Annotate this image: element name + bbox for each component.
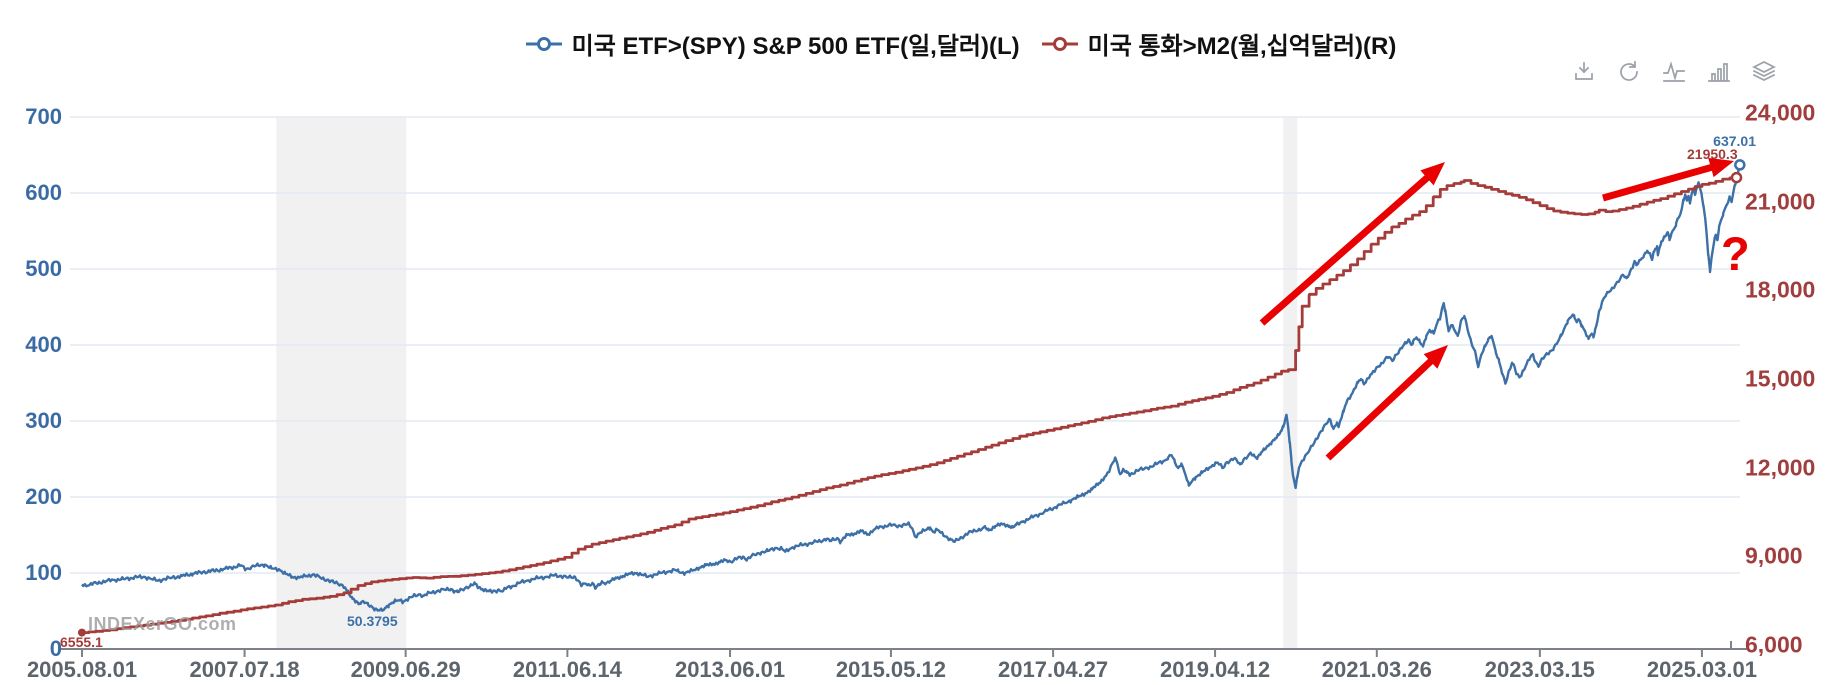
spy-series-marker-icon: [525, 36, 562, 52]
right-axis-tick-label: 18,000: [1745, 276, 1816, 303]
right-axis-tick-label: 24,000: [1745, 99, 1816, 126]
left-axis-tick-label: 300: [25, 408, 62, 433]
m2-legend-label[interactable]: 미국 통화>M2(월,십억달러)(R): [1087, 33, 1397, 60]
refresh-icon[interactable]: [1617, 60, 1641, 84]
annotation-arrow: [1325, 356, 1436, 461]
download-icon[interactable]: [1572, 60, 1596, 84]
right-axis-tick-label: 9,000: [1745, 542, 1803, 569]
x-axis-tick-label: 2005.08.01: [26, 657, 138, 682]
x-axis-tick-label: 2015.05.12: [835, 657, 946, 682]
x-axis-tick-label: 2009.06.29: [350, 657, 461, 682]
left-axis-tick-label: 500: [25, 256, 62, 281]
x-axis-tick-label: 2011.06.14: [512, 657, 622, 682]
m2-start-value-label: 6555.1: [60, 634, 103, 650]
x-axis-tick-label: 2007.07.18: [189, 657, 300, 682]
layers-icon[interactable]: [1752, 60, 1776, 84]
spy-end-marker: [1734, 159, 1746, 171]
left-axis-tick-label: 0: [49, 636, 62, 661]
question-mark-annotation: ?: [1721, 227, 1750, 280]
m2-series-marker-icon: [1041, 36, 1078, 52]
x-axis-tick-label: 2023.03.15: [1484, 657, 1595, 682]
m2-end-marker: [1730, 171, 1743, 184]
m2-end-value-label: 21950.3: [1687, 146, 1738, 162]
x-axis-tick-label: 2017.04.27: [998, 657, 1109, 682]
annotation-arrow: [1602, 163, 1716, 202]
spy-end-value-label: 637.01: [1713, 133, 1756, 149]
spy-legend-label[interactable]: 미국 ETF>(SPY) S&P 500 ETF(일,달러)(L): [571, 33, 1020, 60]
annotation-arrowhead: [1420, 162, 1445, 186]
x-axis-tick-label: 2025.03.01: [1646, 657, 1757, 682]
annotation-arrowhead: [1423, 345, 1448, 369]
recession-band: [276, 117, 407, 649]
chart-legend: 미국 ETF>(SPY) S&P 500 ETF(일,달러)(L) 미국 통화>…: [88, 26, 1834, 61]
left-axis-tick-label: 200: [25, 484, 62, 509]
left-axis-tick-label: 600: [25, 180, 62, 205]
line-chart-icon[interactable]: [1662, 60, 1686, 84]
bar-chart-icon[interactable]: [1707, 60, 1731, 84]
right-axis-tick-label: 15,000: [1745, 365, 1816, 392]
recession-band: [1283, 117, 1298, 649]
left-axis-tick-label: 700: [25, 104, 62, 129]
x-axis-tick-label: 2013.06.01: [674, 657, 786, 682]
m2-start-marker: [77, 628, 86, 637]
annotation-arrowhead: [1708, 157, 1734, 178]
watermark: INDEXerGO.com: [88, 614, 237, 634]
left-axis-tick-label: 100: [25, 560, 62, 585]
m2-series-line: [81, 176, 1738, 634]
right-axis-tick-label: 21,000: [1745, 188, 1816, 215]
right-axis-tick-label: 6,000: [1745, 631, 1803, 658]
right-axis-tick-label: 12,000: [1745, 454, 1816, 481]
spy-series-line: [81, 163, 1741, 612]
annotation-arrow: [1259, 172, 1433, 326]
left-axis-tick-label: 400: [25, 332, 62, 357]
x-axis-tick-label: 2019.04.12: [1160, 657, 1271, 682]
x-axis-tick-label: 2021.03.26: [1321, 657, 1432, 682]
spy-low-value-label: 50.3795: [347, 613, 398, 629]
chart-toolbar: [1572, 60, 1776, 84]
